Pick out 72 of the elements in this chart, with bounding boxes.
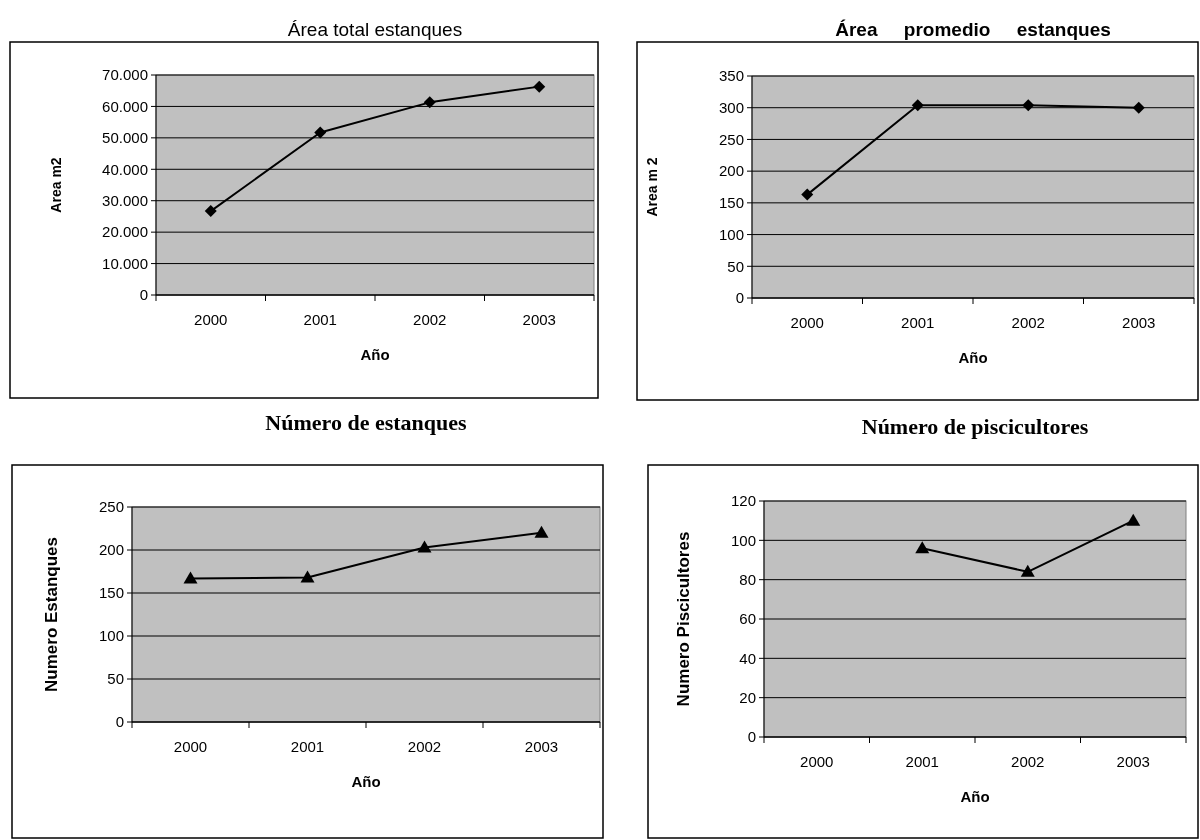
point xyxy=(915,541,930,554)
y-tick-label: 100 xyxy=(730,531,756,549)
y-axis-title: Area m2 xyxy=(48,157,64,213)
y-tick-label: 350 xyxy=(718,67,744,85)
x-tick-label: 2000 xyxy=(790,314,824,331)
y-axis-title: Numero Estanques xyxy=(42,537,61,692)
y-tick-label: 70.000 xyxy=(102,66,148,84)
chart-title: Número de piscicultores xyxy=(861,414,1089,439)
chart-title: Área promedio estanques xyxy=(835,19,1111,40)
x-tick-label: 2000 xyxy=(173,738,208,755)
point xyxy=(204,205,217,218)
y-tick-label: 0 xyxy=(115,713,124,731)
x-tick-label: 2001 xyxy=(901,314,935,331)
y-tick-label: 50 xyxy=(107,670,124,688)
x-axis-title: Año xyxy=(360,346,390,363)
y-tick-label: 10.000 xyxy=(102,254,148,272)
point xyxy=(300,570,315,583)
x-tick-label: 2002 xyxy=(1011,314,1045,331)
y-tick-label: 200 xyxy=(718,162,744,180)
x-tick-label: 2003 xyxy=(522,311,556,328)
y-tick-label: 0 xyxy=(735,289,744,307)
y-tick-label: 20 xyxy=(739,688,756,706)
chart-title: Área total estanques xyxy=(287,19,463,40)
point xyxy=(911,99,924,112)
chart-title: Número de estanques xyxy=(265,410,468,435)
y-tick-label: 100 xyxy=(718,225,744,243)
y-tick-label: 50.000 xyxy=(102,129,148,147)
point xyxy=(183,571,198,584)
y-tick-label: 120 xyxy=(730,492,756,510)
y-tick-label: 20.000 xyxy=(102,223,148,241)
y-tick-label: 40.000 xyxy=(102,160,148,178)
y-axis-title: Numero Piscicultores xyxy=(674,531,693,707)
y-axis-title: Area m 2 xyxy=(644,157,660,217)
y-tick-label: 100 xyxy=(98,627,124,645)
point xyxy=(533,80,546,93)
x-tick-label: 2000 xyxy=(800,753,834,770)
y-tick-label: 300 xyxy=(718,98,744,116)
point xyxy=(1126,513,1141,526)
x-axis-title: Año xyxy=(351,773,381,790)
y-tick-label: 0 xyxy=(139,286,148,304)
y-tick-label: 200 xyxy=(98,541,124,559)
point xyxy=(1020,564,1035,577)
x-tick-label: 2003 xyxy=(524,738,559,755)
point xyxy=(801,188,814,201)
y-tick-label: 150 xyxy=(718,194,744,212)
point xyxy=(1022,99,1035,112)
x-axis-title: Año xyxy=(960,788,990,805)
x-tick-label: 2002 xyxy=(1011,753,1045,770)
point xyxy=(423,96,436,109)
y-tick-label: 30.000 xyxy=(102,191,148,209)
y-tick-label: 80 xyxy=(739,570,756,588)
y-tick-label: 150 xyxy=(98,584,124,602)
x-tick-label: 2003 xyxy=(1116,753,1150,770)
x-tick-label: 2002 xyxy=(413,311,447,328)
y-tick-label: 50 xyxy=(727,257,744,275)
y-tick-label: 250 xyxy=(718,130,744,148)
y-tick-label: 250 xyxy=(98,498,124,516)
y-tick-label: 60.000 xyxy=(102,97,148,115)
x-tick-label: 2001 xyxy=(905,753,939,770)
x-tick-label: 2002 xyxy=(407,738,442,755)
y-tick-label: 40 xyxy=(739,649,756,667)
point xyxy=(534,525,549,538)
y-tick-label: 60 xyxy=(739,610,756,628)
x-tick-label: 2003 xyxy=(1122,314,1156,331)
x-tick-label: 2000 xyxy=(194,311,228,328)
y-tick-label: 0 xyxy=(747,728,756,746)
x-axis-title: Año xyxy=(958,349,988,366)
x-tick-label: 2001 xyxy=(303,311,337,328)
x-tick-label: 2001 xyxy=(290,738,325,755)
point xyxy=(417,540,432,553)
point xyxy=(314,126,327,139)
point xyxy=(1132,101,1145,114)
